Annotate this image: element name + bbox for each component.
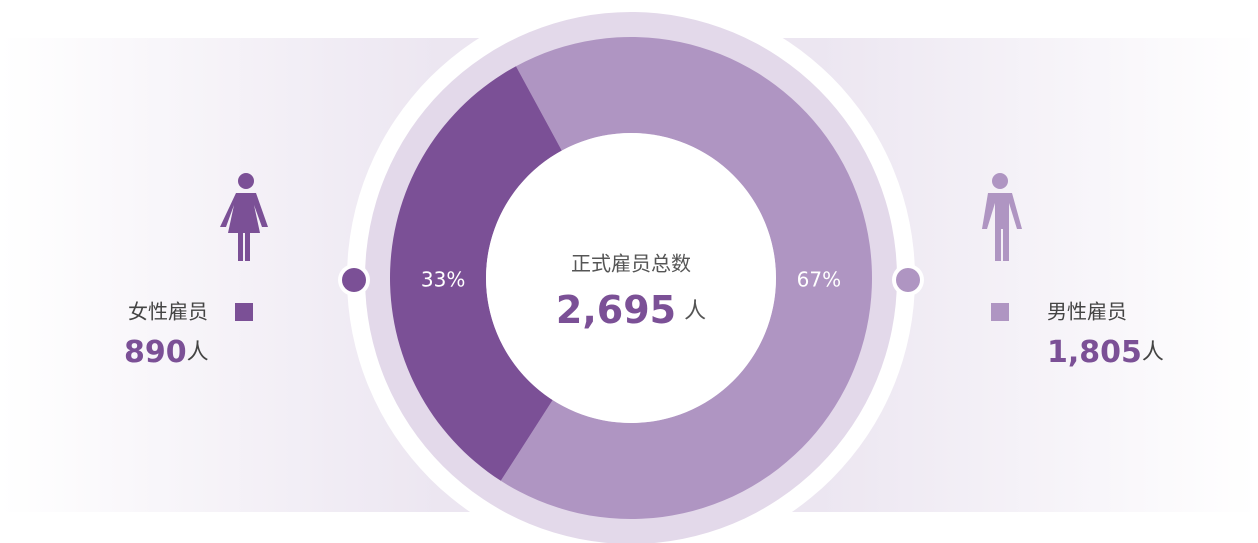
female-icon [220, 173, 268, 261]
count-value: 890 [124, 335, 187, 370]
unit: 人 [187, 340, 209, 365]
legend-swatch [235, 303, 253, 321]
unit: 人 [684, 299, 706, 324]
value-label: 33% [421, 268, 465, 292]
male-icon [982, 173, 1022, 261]
dot [342, 268, 366, 292]
unit: 人 [1142, 340, 1164, 365]
dot [896, 268, 920, 292]
center-title: 正式雇员总数 [571, 252, 691, 276]
center-total: 2,695 人 [556, 288, 706, 332]
legend-label: 女性雇员 [128, 300, 208, 324]
legend-swatch [991, 303, 1009, 321]
donut-slice [500, 37, 872, 519]
donut-hole [486, 133, 776, 423]
count-text: 890人 [124, 335, 209, 370]
count-text: 1,805人 [1047, 335, 1164, 370]
donut-slice [389, 66, 562, 481]
total-value: 2,695 [556, 288, 676, 332]
legend-label: 男性雇员 [1047, 300, 1127, 324]
value-label: 67% [797, 268, 841, 292]
count-value: 1,805 [1047, 335, 1142, 370]
